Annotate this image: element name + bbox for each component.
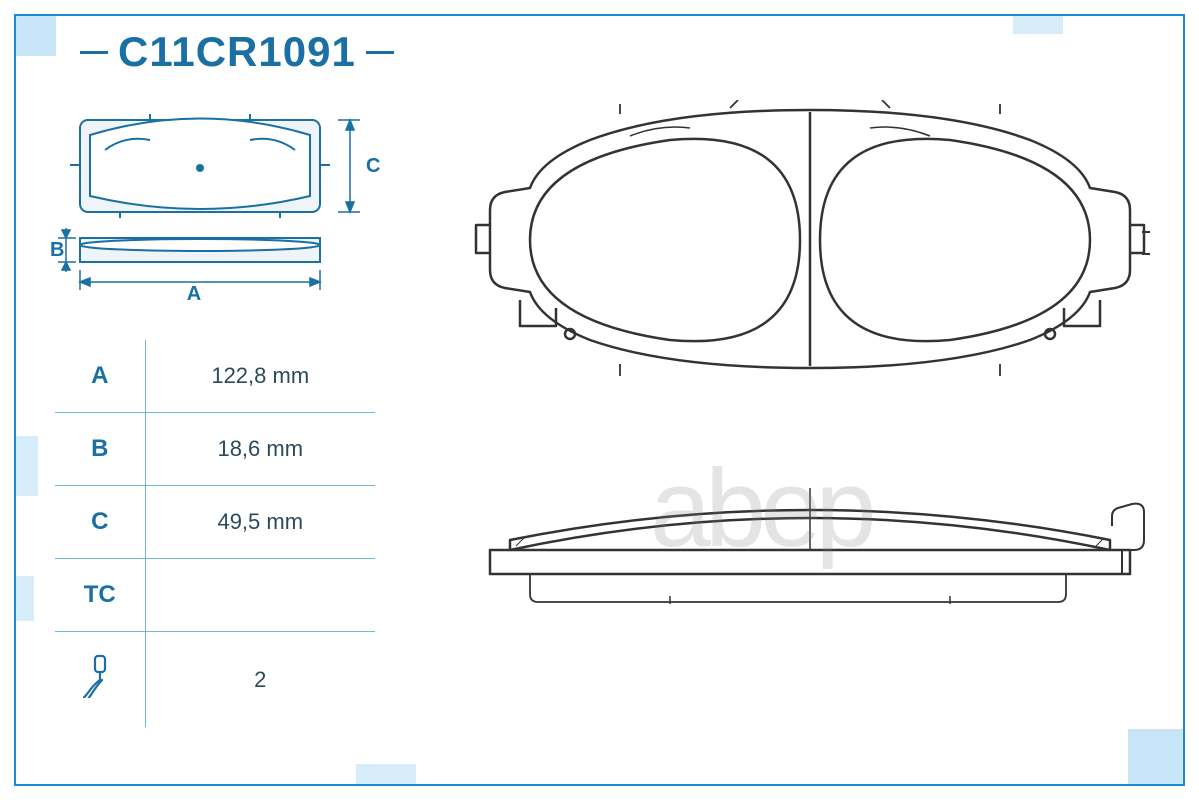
- part-number: C11CR1091: [118, 28, 356, 76]
- accent-bottom-right: [1128, 729, 1183, 784]
- dim-val: [145, 559, 375, 632]
- dim-key-icon: [55, 632, 145, 728]
- table-row: C 49,5 mm: [55, 486, 375, 559]
- table-row: 2: [55, 632, 375, 728]
- dimension-schematic: C B A: [50, 110, 380, 300]
- title-dash-right: [366, 51, 394, 54]
- dim-label-c: C: [366, 155, 380, 177]
- dim-key: A: [55, 340, 145, 413]
- watermark-text: abep: [650, 445, 871, 572]
- table-row: A 122,8 mm: [55, 340, 375, 413]
- accent-top-left: [16, 16, 56, 56]
- dimension-table: A 122,8 mm B 18,6 mm C 49,5 mm TC: [55, 340, 375, 727]
- accent-bottom: [356, 764, 416, 784]
- dim-label-a: A: [187, 283, 201, 305]
- dim-val: 49,5 mm: [145, 486, 375, 559]
- accent-left-1: [16, 436, 38, 496]
- dim-key: C: [55, 486, 145, 559]
- dim-key: B: [55, 413, 145, 486]
- dim-val: 18,6 mm: [145, 413, 375, 486]
- accent-left-2: [16, 576, 34, 621]
- title-dash-left: [80, 51, 108, 54]
- table-row: TC: [55, 559, 375, 632]
- dim-val: 122,8 mm: [145, 340, 375, 413]
- table-row: B 18,6 mm: [55, 413, 375, 486]
- wear-sensor-icon: [83, 654, 117, 705]
- dim-val: 2: [145, 632, 375, 728]
- technical-drawing-front: [470, 100, 1150, 380]
- dim-label-b: B: [50, 239, 64, 261]
- accent-top: [1013, 16, 1063, 34]
- dim-key: TC: [55, 559, 145, 632]
- title-bar: C11CR1091: [70, 28, 404, 76]
